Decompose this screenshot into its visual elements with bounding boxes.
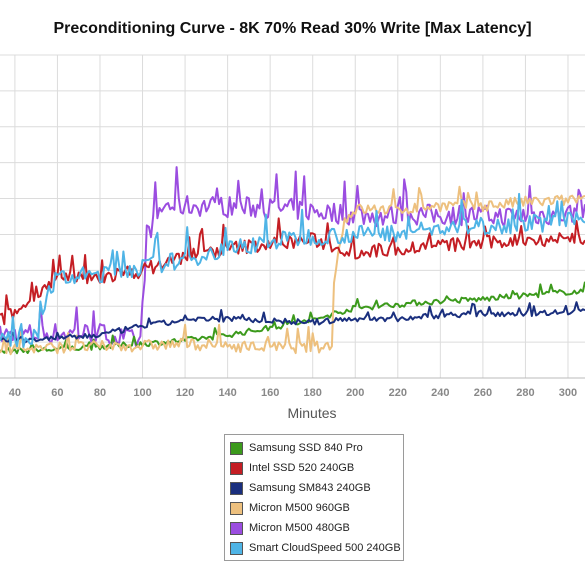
legend-swatch: [230, 461, 243, 475]
x-tick-label: 40: [9, 387, 21, 399]
series-line: [0, 301, 585, 344]
legend: Samsung SSD 840 Pro Intel SSD 520 240GB Sa…: [224, 434, 404, 561]
series-line: [0, 185, 585, 356]
x-tick-label: 60: [51, 387, 63, 399]
legend-label: Samsung SSD 840 Pro: [249, 442, 363, 454]
legend-swatch: [230, 441, 243, 455]
legend-item: Intel SSD 520 240GB: [225, 458, 403, 478]
legend-item: Samsung SM843 240GB: [225, 478, 403, 498]
x-tick-label: 160: [261, 387, 279, 399]
legend-item: Micron M500 480GB: [225, 518, 403, 538]
series-line: [0, 217, 585, 326]
legend-swatch: [230, 481, 243, 495]
x-tick-label: 240: [431, 387, 449, 399]
x-tick-label: 140: [218, 387, 236, 399]
legend-item: Micron M500 960GB: [225, 498, 403, 518]
x-tick-label: 120: [176, 387, 194, 399]
legend-label: Samsung SM843 240GB: [249, 482, 371, 494]
legend-label: Intel SSD 520 240GB: [249, 462, 355, 474]
legend-label: Micron M500 480GB: [249, 522, 350, 534]
series-line: [0, 192, 585, 348]
x-tick-label: 100: [133, 387, 151, 399]
x-tick-label: 260: [474, 387, 492, 399]
x-tick-label: 180: [304, 387, 322, 399]
legend-swatch: [230, 541, 243, 555]
x-tick-label: 300: [559, 387, 577, 399]
series-layer: [0, 166, 585, 356]
chart-title: Preconditioning Curve - 8K 70% Read 30% …: [53, 20, 532, 37]
chart-canvas: 40 60 80 100 120 140 160 180 200 220 240 260 280 300 …: [0, 54, 585, 421]
legend-swatch: [230, 521, 243, 535]
x-tick-label: 80: [94, 387, 106, 399]
legend-item: Samsung SSD 840 Pro: [225, 438, 403, 458]
x-tick-label: 200: [346, 387, 364, 399]
legend-item: Smart CloudSpeed 500 240GB: [225, 538, 403, 558]
legend-label: Micron M500 960GB: [249, 502, 350, 514]
x-tick-label: 280: [516, 387, 534, 399]
x-tick-labels: 40 60 80 100 120 140 160 180 200 220 240 260 280 300: [9, 387, 577, 399]
grid-layer: [0, 54, 585, 379]
x-axis-label: Minutes: [287, 405, 336, 421]
legend-swatch: [230, 501, 243, 515]
legend-label: Smart CloudSpeed 500 240GB: [249, 542, 401, 554]
x-tick-label: 220: [389, 387, 407, 399]
